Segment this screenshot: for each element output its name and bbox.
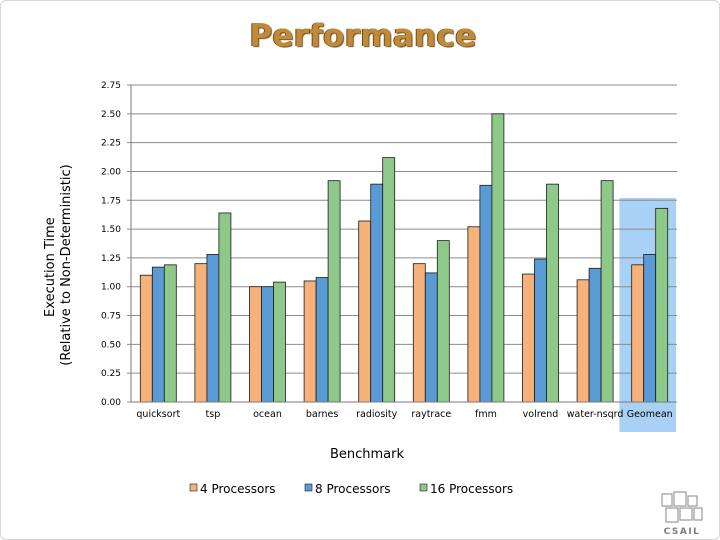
x-tick-label: barnes	[306, 409, 338, 420]
bar	[382, 157, 396, 403]
bar	[139, 274, 153, 403]
y-tick-label: 1.75	[101, 196, 121, 206]
csail-logo-graphic: CSAIL	[661, 491, 703, 537]
csail-logo: CSAIL	[650, 488, 714, 537]
bar	[194, 263, 208, 403]
bar	[576, 279, 590, 403]
bar	[479, 184, 493, 403]
bar	[534, 258, 547, 403]
bar	[546, 183, 559, 403]
bar	[261, 286, 274, 403]
y-axis-title-line-2: (Relative to Non-Deterministic)	[59, 164, 74, 365]
bar	[600, 180, 614, 403]
bar	[315, 277, 329, 403]
bar	[522, 273, 535, 403]
legend-label: 16 Processors	[430, 482, 513, 496]
bar	[303, 280, 317, 403]
x-tick-label: quicksort	[136, 409, 180, 420]
y-tick-label: 1.00	[101, 283, 121, 293]
x-tick-label: Geomean	[627, 409, 673, 420]
y-tick-label: 1.50	[101, 225, 121, 235]
y-tick-label: 2.50	[101, 110, 121, 120]
y-tick-label: 2.00	[101, 167, 121, 177]
legend-label: 4 Processors	[200, 482, 276, 496]
bar	[327, 180, 341, 403]
y-tick-label: 0.75	[101, 312, 121, 322]
axis-layer	[130, 85, 677, 403]
x-tick-label: volrend	[523, 409, 559, 420]
csail-logo-text: CSAIL	[664, 527, 701, 536]
bar	[643, 254, 657, 403]
bar	[249, 286, 262, 403]
bar	[467, 226, 481, 403]
label-layer: 0.00 0.25 0.50 0.75 1.00 1.25 1.50 1.75 2.00 2.25…	[101, 81, 673, 420]
x-tick-label: water-nsqrd	[567, 409, 624, 420]
y-tick-label: 0.00	[101, 398, 121, 408]
y-tick-label: 2.75	[101, 81, 121, 91]
bar	[436, 240, 450, 403]
slide-title: Performance	[249, 18, 477, 54]
bar	[655, 207, 669, 403]
bar	[358, 220, 372, 403]
bar	[206, 254, 220, 403]
legend-swatch	[189, 483, 198, 492]
y-axis-title: Execution Time (Relative to Non-Determin…	[43, 164, 74, 365]
y-tick-label: 0.50	[101, 340, 121, 350]
bar	[588, 267, 602, 403]
legend: 4 Processors 8 Processors 16 Processors	[189, 482, 513, 496]
bar	[273, 281, 286, 403]
y-axis-title-line-1: Execution Time	[43, 217, 58, 317]
bar	[370, 183, 384, 403]
x-tick-label: fmm	[475, 409, 497, 420]
bar-layer	[139, 113, 669, 403]
x-tick-label: ocean	[253, 409, 282, 420]
y-tick-label: 0.25	[101, 369, 121, 379]
bar	[151, 266, 165, 403]
x-axis-title: Benchmark	[330, 447, 405, 462]
bar	[491, 113, 505, 403]
x-tick-label: radiosity	[356, 409, 398, 420]
bar	[424, 272, 438, 403]
bar	[412, 263, 426, 403]
x-tick-label: tsp	[206, 409, 221, 420]
y-tick-label: 2.25	[101, 139, 121, 149]
bar	[218, 212, 232, 403]
y-tick-label: 1.25	[101, 254, 121, 264]
x-tick-label: raytrace	[411, 409, 451, 420]
legend-label: 8 Processors	[315, 482, 391, 496]
legend-swatch	[304, 483, 313, 492]
bar	[631, 264, 645, 403]
bar	[163, 264, 177, 403]
legend-swatch	[419, 483, 428, 492]
